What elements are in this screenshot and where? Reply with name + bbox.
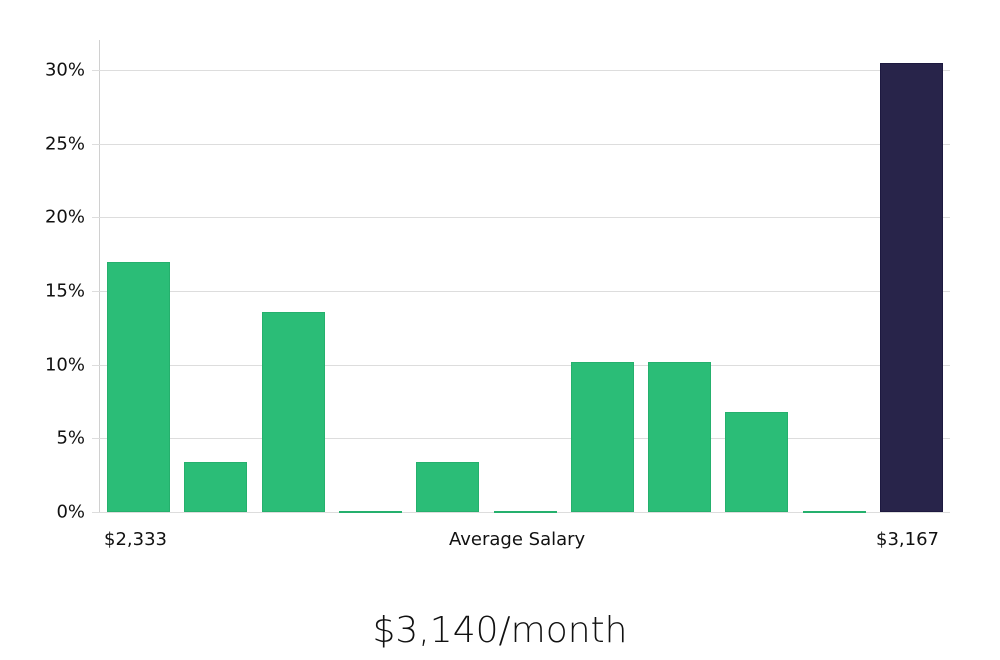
highlighted-bar	[880, 62, 943, 512]
y-tick-label: 5%	[56, 427, 85, 449]
histogram-bar	[802, 510, 866, 513]
y-tick-label: 25%	[44, 133, 85, 155]
gridline	[92, 438, 950, 439]
histogram-bar	[493, 510, 557, 513]
histogram-bar	[570, 361, 634, 512]
x-axis-title: Average Salary	[449, 529, 586, 550]
gridline	[92, 217, 950, 218]
histogram-bar	[725, 411, 789, 512]
y-tick-label: 10%	[44, 354, 85, 376]
y-tick-label: 0%	[56, 501, 85, 523]
y-tick-label: 15%	[44, 280, 85, 302]
histogram-bar	[107, 261, 170, 512]
y-tick-label: 20%	[44, 206, 85, 228]
histogram-bar	[261, 311, 325, 512]
histogram-bar	[184, 461, 248, 512]
salary-histogram: 0% 5% 10% 15% 20% 25% 30%	[44, 40, 950, 523]
gridline	[92, 365, 950, 366]
gridline	[92, 291, 950, 292]
y-tick-label: 30%	[44, 59, 85, 81]
histogram-bar	[416, 461, 480, 512]
average-salary-value: $3,140/month	[372, 610, 628, 651]
histogram-bar	[648, 361, 712, 512]
gridline	[92, 70, 950, 71]
x-min-label: $2,333	[104, 529, 167, 550]
y-axis-line	[99, 40, 100, 513]
gridline	[92, 144, 950, 145]
histogram-bar	[338, 510, 402, 513]
gridline	[92, 512, 950, 513]
x-max-label: $3,167	[876, 529, 939, 550]
